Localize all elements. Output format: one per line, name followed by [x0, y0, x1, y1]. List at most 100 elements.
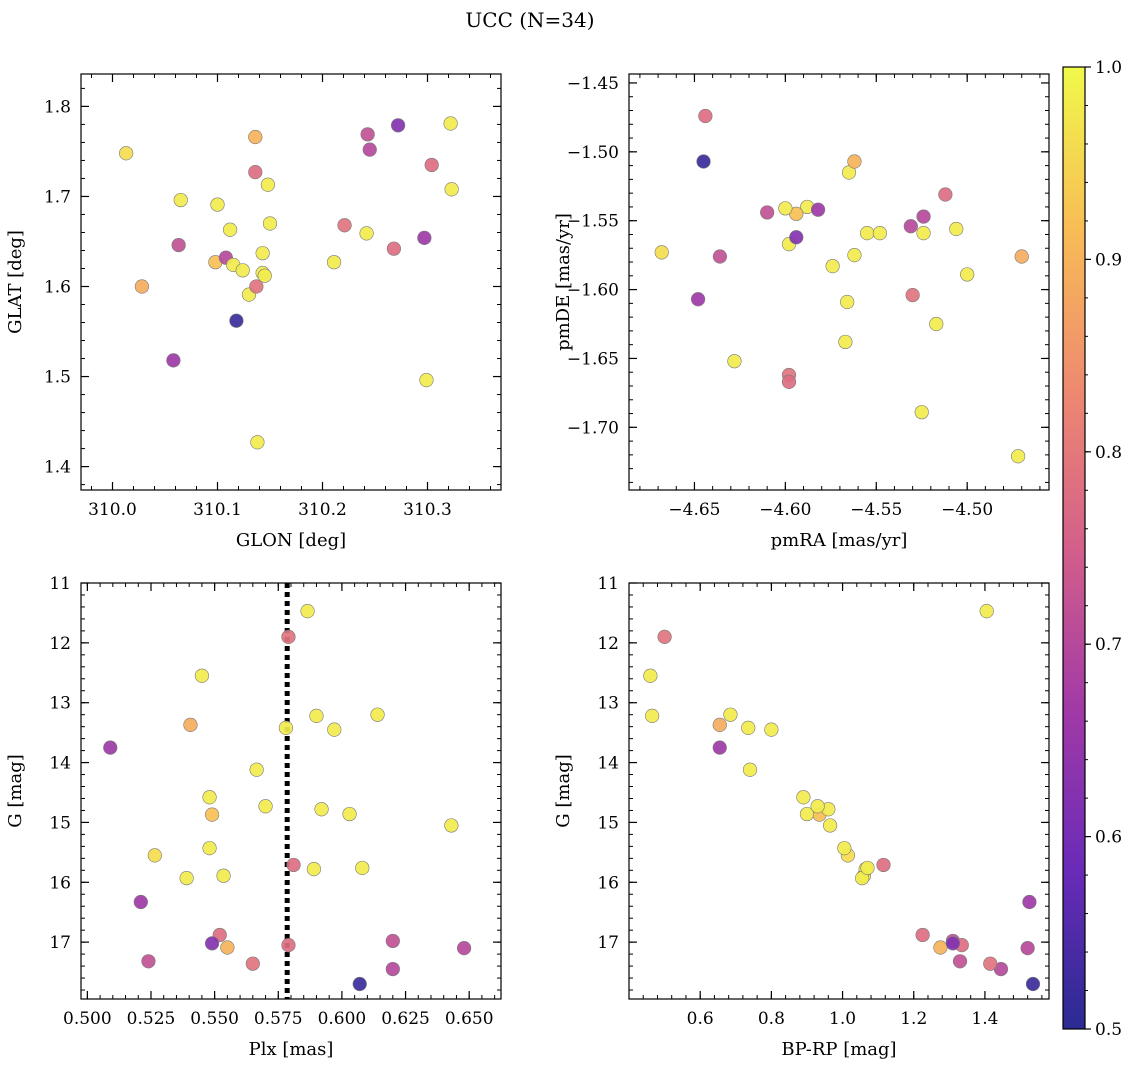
y-axis-label: G [mag]	[5, 754, 26, 827]
data-point	[742, 762, 758, 777]
data-point	[905, 287, 920, 303]
data-point	[657, 629, 672, 644]
data-point	[134, 279, 149, 294]
data-point	[789, 230, 804, 245]
data-point	[147, 848, 162, 863]
data-point	[645, 708, 660, 723]
y-tick-label: 12	[49, 634, 71, 654]
data-point	[654, 245, 669, 260]
data-points	[654, 108, 1029, 464]
axes-frame	[80, 73, 502, 491]
axes-frame	[628, 73, 1050, 491]
data-point	[249, 279, 264, 294]
x-tick-label: 1.4	[971, 1009, 998, 1029]
y-tick-label: 17	[597, 933, 619, 953]
x-tick-label: 310.3	[403, 500, 452, 520]
data-point	[133, 894, 148, 910]
data-point	[385, 961, 400, 977]
x-tick-label: 0.500	[63, 1009, 112, 1029]
data-point	[141, 954, 156, 969]
data-point	[355, 860, 370, 876]
data-point	[914, 405, 929, 420]
y-tick-label: 12	[597, 634, 619, 654]
y-tick-label: −1.60	[567, 281, 619, 301]
x-tick-label: −4.55	[850, 500, 902, 520]
data-point	[860, 225, 875, 241]
data-point	[825, 259, 840, 274]
data-point	[764, 722, 779, 737]
panel-glon-glat: 310.0 310.1 310.2 310.3 1.4 1.5 1.6 1.7 1.8 GLON …	[5, 73, 502, 551]
y-tick-label: 14	[597, 754, 619, 774]
data-point	[235, 263, 250, 278]
data-point	[337, 218, 352, 233]
y-tick-label: 16	[49, 873, 71, 893]
data-point	[938, 187, 953, 202]
data-point	[216, 868, 231, 883]
data-point	[444, 818, 459, 833]
data-point	[712, 249, 728, 264]
data-point	[281, 938, 296, 953]
y-tick-label: −1.55	[567, 212, 619, 232]
y-tick-label: −1.50	[567, 143, 619, 163]
x-tick-label: 0.600	[318, 1009, 367, 1029]
colorbar-tick-label: 0.9	[1095, 250, 1122, 270]
data-point	[309, 708, 324, 723]
data-point	[204, 936, 220, 951]
x-tick-label: 1.2	[900, 1009, 927, 1029]
data-point	[194, 668, 210, 683]
data-point	[443, 116, 458, 131]
data-points	[119, 116, 459, 450]
y-tick-label: −1.65	[567, 349, 619, 369]
data-point	[727, 354, 742, 369]
data-point	[983, 956, 998, 971]
x-tick-label: 310.1	[193, 500, 242, 520]
data-point	[979, 604, 994, 619]
data-point	[741, 720, 756, 735]
y-tick-label: 15	[49, 813, 71, 833]
colorbar-tick-label: 0.7	[1095, 635, 1122, 655]
x-axis-label: GLON [deg]	[236, 530, 346, 551]
data-point	[286, 857, 301, 873]
data-point	[183, 717, 198, 732]
colorbar: 0.5 0.6 0.7 0.8 0.9 1.0	[1062, 58, 1122, 1040]
data-point	[952, 954, 968, 969]
panel-bprp-g: 0.6 0.8 1.0 1.2 1.4 11 12 13 14 15 16 17 BP-RP [mag]…	[553, 574, 1050, 1060]
data-point	[712, 740, 727, 755]
data-point	[245, 956, 260, 971]
data-point	[1022, 894, 1037, 910]
data-points	[643, 604, 1041, 992]
data-point	[202, 841, 217, 856]
x-tick-label: 0.575	[254, 1009, 303, 1029]
y-tick-label: 1.5	[44, 368, 71, 388]
data-point	[179, 870, 194, 886]
data-point	[760, 205, 775, 220]
data-points	[103, 604, 472, 992]
data-point	[1025, 976, 1041, 992]
data-point	[262, 216, 278, 231]
data-point	[810, 799, 825, 814]
data-point	[278, 720, 294, 735]
data-point	[712, 717, 727, 732]
x-tick-label: 0.8	[758, 1009, 785, 1029]
y-tick-label: −1.70	[567, 418, 619, 438]
data-point	[456, 941, 472, 956]
panel-plx-g: 0.500 0.525 0.550 0.575 0.600 0.625 0.650 11 12 1…	[5, 574, 502, 1060]
data-point	[370, 707, 385, 722]
data-point	[876, 857, 891, 873]
data-point	[386, 241, 402, 256]
y-tick-label: 13	[597, 694, 619, 714]
y-tick-label: 13	[49, 694, 71, 714]
data-point	[444, 182, 459, 197]
data-point	[119, 146, 134, 161]
scatter-panels: 310.0 310.1 310.2 310.3 1.4 1.5 1.6 1.7 1.8 GLON …	[5, 73, 1050, 1060]
axes-frame	[80, 582, 502, 1000]
data-point	[171, 237, 186, 253]
data-point	[202, 790, 217, 805]
data-point	[799, 806, 815, 822]
x-tick-label: 0.6	[687, 1009, 714, 1029]
data-point	[810, 202, 826, 217]
colorbar-tick-label: 0.5	[1095, 1020, 1122, 1040]
y-axis-label: G [mag]	[553, 754, 574, 827]
data-point	[249, 762, 264, 777]
x-tick-label: 310.0	[88, 500, 137, 520]
